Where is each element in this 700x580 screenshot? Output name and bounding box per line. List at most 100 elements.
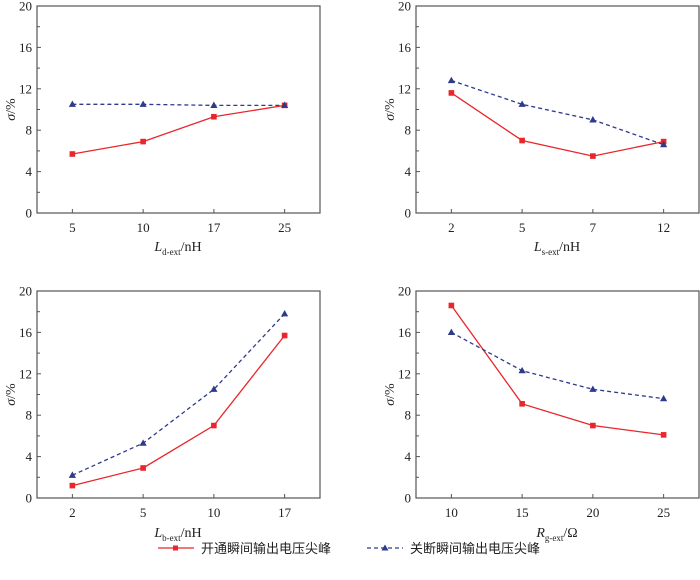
chart-panel-bottom-left: 0 4 8 12 16 20 2 5 10 17 σ/% Lb-ext/nH xyxy=(4,284,321,543)
x-axis-unit: /nH xyxy=(181,526,202,541)
y-axis-symbol: σ xyxy=(4,398,19,406)
plot-frame xyxy=(415,290,700,499)
x-axis-subscript: d-ext xyxy=(162,247,181,257)
x-tick-label: 10 xyxy=(445,505,458,520)
y-tick-label: 4 xyxy=(405,449,412,464)
x-axis-subscript: g-ext xyxy=(545,533,564,543)
data-point-turn-off xyxy=(660,394,668,402)
data-point-turn-off xyxy=(68,471,76,478)
data-point-turn-on xyxy=(69,482,76,489)
y-tick-label: 12 xyxy=(19,81,32,96)
y-tick-label: 4 xyxy=(26,164,33,179)
series-line-turn-on xyxy=(72,104,285,155)
y-tick-label: 12 xyxy=(19,366,32,381)
series-line-turn-on xyxy=(451,92,664,157)
x-tick-label: 12 xyxy=(657,220,670,235)
plot-frame xyxy=(36,5,321,214)
y-tick-label: 8 xyxy=(26,408,33,423)
data-point-turn-off xyxy=(139,439,147,446)
data-point-turn-on xyxy=(660,432,667,438)
legend-square-marker-icon xyxy=(173,545,178,551)
y-tick-label: 8 xyxy=(26,123,33,138)
y-tick-label: 0 xyxy=(405,491,412,506)
x-axis-unit: /Ω xyxy=(563,526,577,541)
x-tick-label: 7 xyxy=(590,220,597,235)
legend-label-turn-on: 开通瞬间输出电压尖峰 xyxy=(201,541,331,557)
y-tick-label: 16 xyxy=(398,325,412,340)
x-tick-label: 15 xyxy=(516,505,529,520)
x-tick-label: 2 xyxy=(448,220,455,235)
x-axis-symbol: L xyxy=(153,240,162,255)
y-tick-label: 16 xyxy=(19,325,33,340)
data-point-turn-on xyxy=(519,401,525,407)
data-point-turn-off xyxy=(447,76,455,84)
y-tick-label: 20 xyxy=(19,284,32,299)
legend-triangle-marker-icon xyxy=(381,544,389,551)
x-tick-label: 25 xyxy=(278,220,291,235)
x-tick-label: 2 xyxy=(69,505,76,520)
data-point-turn-on xyxy=(519,137,525,144)
data-point-turn-off xyxy=(210,385,218,392)
y-tick-label: 20 xyxy=(19,0,32,14)
y-tick-label: 20 xyxy=(398,0,411,14)
y-tick-label: 12 xyxy=(398,366,411,381)
data-point-turn-on xyxy=(69,151,76,157)
y-tick-label: 0 xyxy=(405,206,412,221)
plot-frame xyxy=(415,5,700,214)
y-axis-unit: /% xyxy=(383,98,398,114)
y-tick-label: 4 xyxy=(405,164,412,179)
y-tick-label: 8 xyxy=(405,123,412,138)
data-point-turn-on xyxy=(211,113,217,120)
data-point-turn-off xyxy=(68,100,76,107)
y-tick-label: 0 xyxy=(26,206,33,221)
x-axis-symbol: R xyxy=(535,526,545,541)
x-tick-label: 17 xyxy=(207,220,221,235)
y-axis-title: σ/% xyxy=(4,383,19,406)
data-point-turn-on xyxy=(281,332,288,339)
x-axis-title: Lb-ext/nH xyxy=(153,526,201,543)
y-tick-label: 16 xyxy=(19,40,33,55)
data-point-turn-off xyxy=(139,100,147,107)
legend-label-turn-off: 关断瞬间输出电压尖峰 xyxy=(410,541,540,557)
x-axis-subscript: s-ext xyxy=(542,247,560,257)
y-axis-unit: /% xyxy=(4,383,19,399)
legend-item-turn-off: 关断瞬间输出电压尖峰 xyxy=(367,541,540,557)
data-point-turn-on xyxy=(211,422,217,429)
y-tick-label: 8 xyxy=(405,408,412,423)
x-axis-symbol: L xyxy=(153,526,162,541)
data-point-turn-on xyxy=(590,153,596,159)
legend-item-turn-on: 开通瞬间输出电压尖峰 xyxy=(158,541,331,557)
x-tick-label: 5 xyxy=(519,220,526,235)
chart-panel-bottom-right: 0 4 8 12 16 20 10 15 20 25 σ/% Rg-ext/Ω xyxy=(383,284,700,543)
data-point-turn-off xyxy=(518,366,526,374)
data-point-turn-on xyxy=(448,90,455,96)
data-point-turn-off xyxy=(518,100,526,107)
x-tick-label: 10 xyxy=(207,505,220,520)
data-point-turn-on xyxy=(590,422,596,429)
x-tick-label: 25 xyxy=(657,505,670,520)
data-point-turn-off xyxy=(589,385,597,392)
y-axis-title: σ/% xyxy=(4,98,19,121)
x-tick-label: 17 xyxy=(278,505,292,520)
y-axis-symbol: σ xyxy=(383,398,398,406)
series-line-turn-on xyxy=(72,335,286,487)
y-tick-label: 0 xyxy=(26,491,33,506)
x-axis-title: Ld-ext/nH xyxy=(153,240,201,257)
series-line-turn-off xyxy=(451,79,664,146)
x-axis-symbol: L xyxy=(533,240,542,255)
data-point-turn-on xyxy=(140,465,146,471)
series-line-turn-off xyxy=(451,331,664,400)
y-tick-label: 20 xyxy=(398,284,411,299)
series-line-turn-off xyxy=(72,103,285,107)
data-point-turn-off xyxy=(447,328,455,335)
data-point-turn-off xyxy=(281,101,289,108)
x-axis-unit: /nH xyxy=(559,240,580,255)
y-axis-title: σ/% xyxy=(383,383,398,406)
data-point-turn-on xyxy=(140,138,146,145)
y-axis-unit: /% xyxy=(383,383,398,399)
x-tick-label: 10 xyxy=(137,220,150,235)
y-axis-symbol: σ xyxy=(383,113,398,121)
series-line-turn-on xyxy=(450,305,664,436)
